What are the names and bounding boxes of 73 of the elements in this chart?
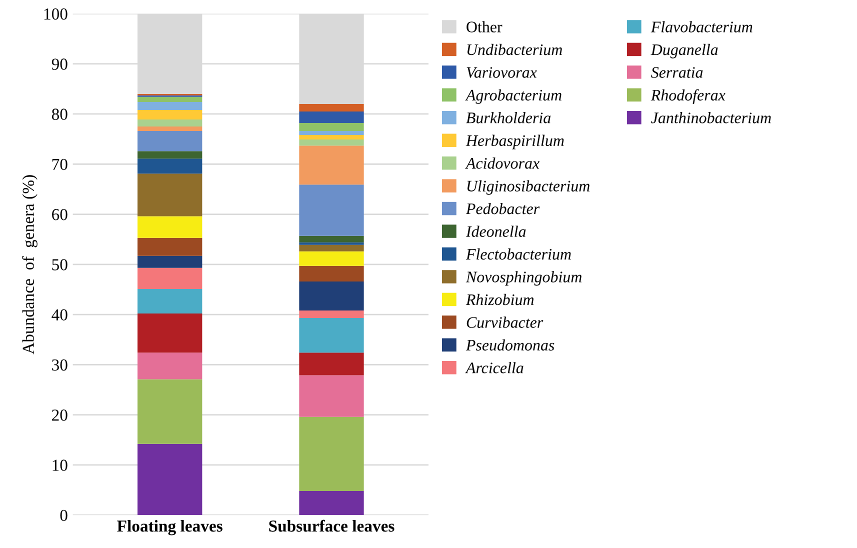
bar (138, 256, 202, 268)
legend-label: Other (466, 21, 502, 32)
legend-label: Novosphingobium (466, 271, 582, 286)
legend-label: Flavobacterium (650, 21, 752, 32)
legend-label: Ideonella (466, 226, 526, 237)
bar (138, 174, 202, 216)
x-tick-label: Subsurface leaves (269, 520, 394, 532)
y-tick-label: 10 (52, 460, 68, 471)
y-tick-label: 50 (52, 259, 68, 270)
bar (138, 352, 202, 380)
legend-label: Herbaspirillum (466, 134, 564, 150)
bar (299, 491, 364, 516)
bar (138, 96, 202, 102)
y-tick-label: 20 (52, 410, 68, 421)
bar (299, 131, 364, 136)
legend-label: Acidovorax (465, 158, 540, 169)
bar (299, 111, 364, 124)
bar (299, 310, 364, 318)
bar (299, 104, 364, 112)
y-tick-label: 60 (52, 208, 68, 220)
bar (138, 238, 202, 256)
y-tick-label: 40 (52, 309, 68, 320)
bar (138, 120, 202, 127)
bar (138, 110, 202, 120)
y-tick-label: 100 (44, 8, 68, 20)
bar (138, 444, 202, 516)
bar (299, 140, 364, 146)
bar (299, 281, 364, 311)
y-tick-label: 0 (60, 510, 68, 522)
bar (138, 158, 202, 174)
bar (299, 266, 364, 282)
bar (299, 416, 364, 492)
legend-label: Flectobacterium (466, 248, 571, 260)
bar (299, 352, 364, 376)
legend-label: Duganella (650, 44, 718, 58)
bar (138, 379, 202, 444)
legend-label: Rhizobium (466, 294, 534, 306)
legend-label: Pseudomonas (466, 339, 554, 351)
bar (299, 251, 364, 266)
bar (299, 242, 364, 245)
legend-label: Serratia (651, 67, 703, 78)
bar (138, 314, 202, 353)
bar (138, 126, 202, 132)
bar (138, 131, 202, 152)
bar (299, 244, 364, 252)
bar (299, 123, 364, 132)
bar (299, 375, 364, 417)
x-tick-label: Floating leaves (117, 520, 222, 536)
y-tick-label: 70 (52, 158, 68, 170)
bar (138, 288, 202, 314)
y-axis-title: Abundance of genera (%) (22, 175, 38, 354)
bar (299, 236, 364, 242)
legend-label: Uliginosibacterium (467, 180, 590, 195)
legend-label: Burkholderia (466, 112, 551, 124)
bar (299, 146, 364, 185)
bar (138, 151, 202, 159)
legend-label: Agrobacterium (465, 89, 562, 104)
legend-label: Rhodoferax (650, 89, 726, 104)
y-tick-label: 90 (52, 58, 68, 70)
legend-label: Undibacterium (467, 44, 562, 56)
bar (299, 135, 364, 140)
y-tick-label: 80 (52, 108, 68, 120)
bar (138, 102, 202, 110)
bar (138, 216, 202, 238)
bar (299, 184, 364, 236)
bar (138, 268, 202, 289)
y-tick-label: 30 (52, 359, 68, 371)
legend-label: Arcicella (465, 362, 524, 374)
legend-label: Janthinobacterium (651, 112, 771, 124)
legend-label: Variovorax (466, 67, 537, 78)
legend-label: Pedobacter (466, 202, 540, 214)
bar (299, 318, 364, 353)
legend-label: Curvibacter (466, 316, 544, 328)
